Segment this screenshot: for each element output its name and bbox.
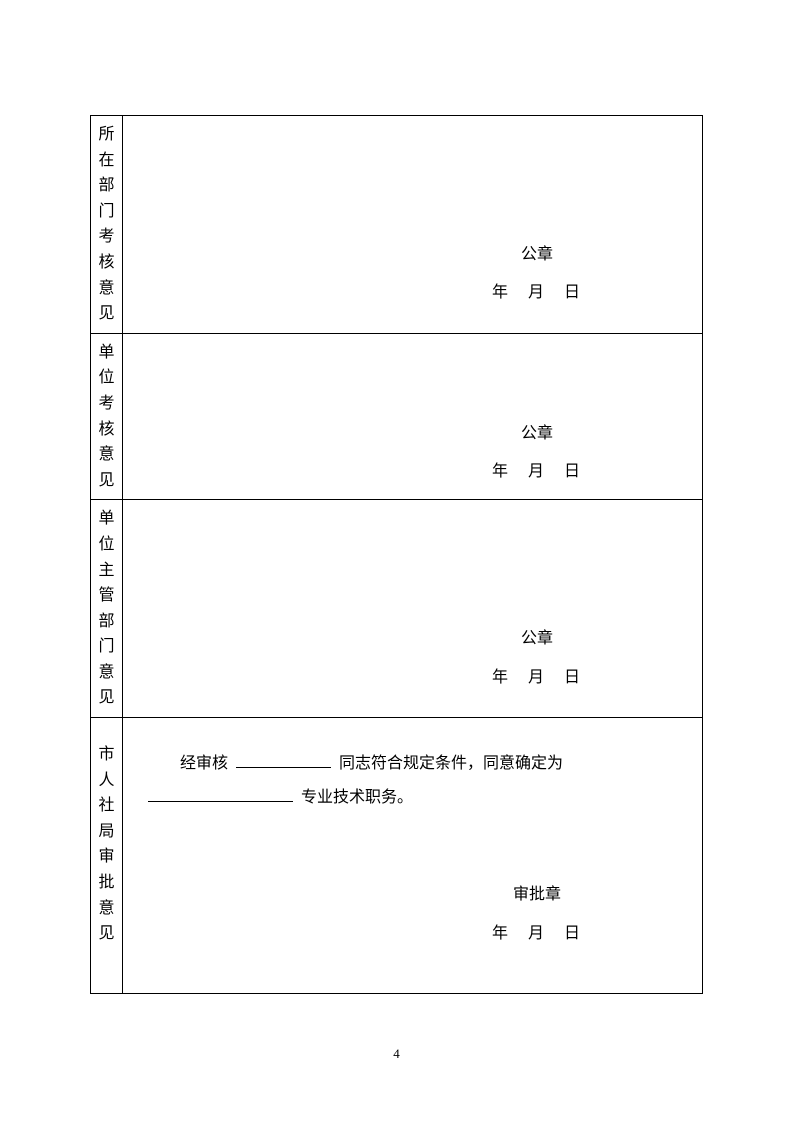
month-label: 月 [528,463,546,480]
row-label-cell: 所在部门考核意见 [91,116,123,334]
table-row: 单位考核意见 公章 年 月 日 [91,333,703,500]
vertical-label: 市人社局审批意见 [93,724,120,947]
date-line: 年月日 [492,659,582,697]
page-container: 所在部门考核意见 公章 年月日 单位考核意见 公章 [0,0,793,1044]
row-label-cell: 单位主管部门意见 [91,500,123,718]
row-content-cell: 经审核 同志符合规定条件，同意确定为 专业技术职务。 审批章 年 月 日 [123,718,703,994]
row-label-cell: 单位考核意见 [91,333,123,500]
page-number: 4 [0,1046,793,1062]
day-label: 日 [564,925,582,942]
table-row: 所在部门考核意见 公章 年 月 日 [91,116,703,334]
month-label: 月 [528,669,546,686]
year-label: 年 [492,669,510,686]
seal-label: 公章 [492,415,582,453]
date-line: 年月日 [492,274,582,312]
table-row: 市人社局审批意见 经审核 同志符合规定条件，同意确定为 专业技术职务。 [91,718,703,994]
approval-text-block: 经审核 同志符合规定条件，同意确定为 专业技术职务。 [133,728,692,824]
approval-line-2: 专业技术职务。 [148,782,682,814]
vertical-label: 单位主管部门意见 [93,506,120,711]
vertical-label: 单位考核意见 [93,340,120,494]
approval-suffix: 专业技术职务。 [301,789,413,806]
year-label: 年 [492,284,510,301]
signature-block: 公章 年 月 日 [492,415,582,492]
signature-block: 公章 年 月 日 [492,236,582,313]
month-label: 月 [528,925,546,942]
month-label: 月 [528,284,546,301]
year-label: 年 [492,463,510,480]
signature-block: 审批章 年 月 日 [492,876,582,953]
seal-label: 公章 [492,236,582,274]
row-label-cell: 市人社局审批意见 [91,718,123,994]
row-content-cell: 公章 年 月 日 [123,500,703,718]
table-row: 单位主管部门意见 公章 年 月 日 [91,500,703,718]
date-line: 年月日 [492,453,582,491]
row-content-cell: 公章 年 月 日 [123,116,703,334]
signature-block: 公章 年 月 日 [492,620,582,697]
day-label: 日 [564,284,582,301]
blank-field-title[interactable] [148,801,293,802]
date-line: 年月日 [492,915,582,953]
row-content-cell: 公章 年 月 日 [123,333,703,500]
approval-form-table: 所在部门考核意见 公章 年月日 单位考核意见 公章 [90,115,703,994]
approval-prefix: 经审核 [180,755,228,772]
year-label: 年 [492,925,510,942]
day-label: 日 [564,669,582,686]
vertical-label: 所在部门考核意见 [93,122,120,327]
approval-line-1: 经审核 同志符合规定条件，同意确定为 [148,748,682,780]
day-label: 日 [564,463,582,480]
approval-mid: 同志符合规定条件，同意确定为 [339,755,563,772]
blank-field-name[interactable] [236,767,331,768]
seal-label: 审批章 [492,876,582,914]
seal-label: 公章 [492,620,582,658]
